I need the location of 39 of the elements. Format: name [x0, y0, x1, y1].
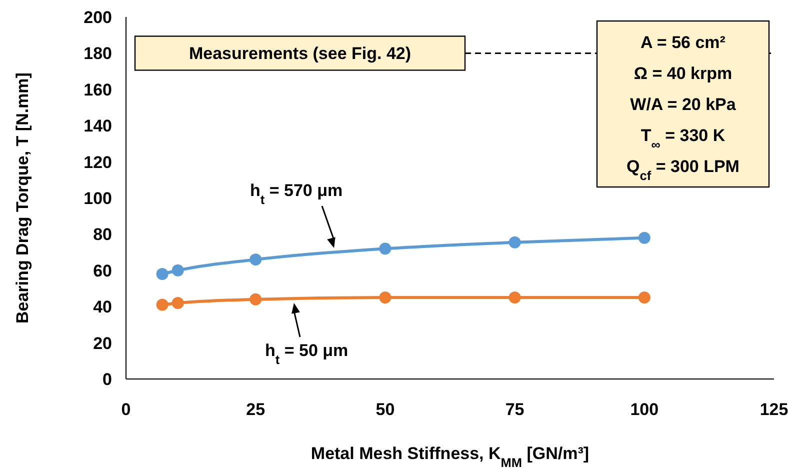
y-tick-label: 80	[93, 225, 112, 244]
point	[250, 293, 262, 306]
point	[156, 298, 168, 311]
annotation: W/A = 20 kPa	[630, 95, 736, 114]
point	[508, 236, 521, 248]
annotation: Q$_{cf}$ = 300 LPM	[626, 157, 740, 182]
x-tick-label: 50	[376, 400, 395, 419]
x-tick-label: 100	[630, 400, 659, 419]
point	[638, 232, 650, 244]
point	[172, 296, 184, 309]
annotation: A = 56 cm²	[640, 33, 726, 52]
point	[379, 242, 392, 255]
y-axis-title: Bearing Drag Torque, T [N.mm]	[13, 72, 32, 324]
y-tick-label: 200	[84, 8, 112, 27]
point	[379, 292, 392, 304]
x-tick-label: 25	[246, 400, 266, 419]
text: h$_{t}$ = 570 μm	[250, 181, 343, 206]
annotation: Ω = 40 krpm	[634, 64, 732, 83]
x-axis-title: Metal Mesh Stiffness, K$_{MM}$ [GN/m³]	[310, 444, 590, 470]
x-tick-label: 125	[760, 400, 788, 419]
x-tick-label: 0	[121, 400, 131, 419]
y-tick-label: 60	[93, 261, 112, 280]
y-tick-label: 20	[93, 334, 112, 353]
y-tick-label: 0	[102, 370, 112, 389]
y-tick-label: 180	[84, 44, 112, 64]
y-tick-label: 140	[84, 116, 112, 136]
text: h$_{t}$ = 50 μm	[265, 341, 348, 366]
y-tick-label: 40	[93, 298, 112, 317]
x-tick-label: 75	[505, 400, 524, 419]
point	[250, 254, 262, 266]
point	[638, 292, 650, 304]
point	[508, 292, 521, 304]
y-tick-label: 160	[84, 80, 112, 100]
y-tick-label: 120	[84, 152, 112, 172]
point	[172, 264, 184, 276]
annotation: Measurements (see Fig. 42)	[188, 44, 412, 64]
annotation: T$_{∞}$ = 330 K	[640, 126, 726, 152]
point	[156, 268, 168, 280]
y-tick-label: 100	[84, 189, 112, 208]
